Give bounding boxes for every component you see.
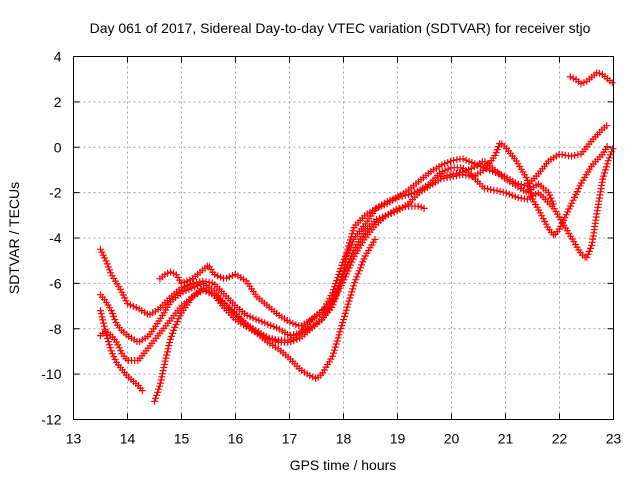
grid-layer xyxy=(73,56,614,420)
series-satellite-7 xyxy=(437,158,557,208)
chart-title: Day 061 of 2017, Sidereal Day-to-day VTE… xyxy=(90,20,591,36)
x-tick-label: 21 xyxy=(498,431,514,447)
marks-layer xyxy=(97,69,617,405)
y-tick-label: 2 xyxy=(54,94,62,110)
data-point-marks xyxy=(437,158,557,208)
x-tick-label: 15 xyxy=(174,431,190,447)
series-satellite-4 xyxy=(97,307,146,395)
x-tick-label: 19 xyxy=(390,431,406,447)
x-tick-label: 20 xyxy=(444,431,460,447)
y-tick-label: -10 xyxy=(41,366,61,382)
ticks-layer: 13 14 15 16 17 18 19 20 21 22 23 -12 -10 -8 -6 -4 -2 0 2 4 xyxy=(41,49,621,447)
data-point-marks xyxy=(97,122,611,339)
y-tick-label: -6 xyxy=(49,275,62,291)
series-satellite-5 xyxy=(151,236,379,405)
y-tick-label: -8 xyxy=(49,321,62,337)
y-tick-label: 4 xyxy=(54,49,62,65)
x-tick-label: 17 xyxy=(282,431,298,447)
y-tick-label: -4 xyxy=(49,230,62,246)
x-tick-label: 13 xyxy=(66,431,82,447)
y-tick-label: -12 xyxy=(41,412,61,428)
data-point-marks xyxy=(97,145,617,364)
series-satellite-6 xyxy=(156,202,428,330)
data-point-marks xyxy=(156,202,428,330)
series-satellite-1 xyxy=(97,122,611,339)
x-axis-label: GPS time / hours xyxy=(290,457,397,473)
data-point-marks xyxy=(151,236,379,405)
series-satellite-3 xyxy=(97,145,617,364)
x-tick-label: 16 xyxy=(228,431,244,447)
series-satellite-8 xyxy=(566,69,616,88)
y-tick-label: -2 xyxy=(49,185,62,201)
data-point-marks xyxy=(97,307,146,395)
y-axis-label: SDTVAR / TECUs xyxy=(6,182,22,294)
y-tick-label: 0 xyxy=(54,139,62,155)
x-tick-label: 22 xyxy=(552,431,568,447)
x-tick-label: 23 xyxy=(606,431,622,447)
x-tick-label: 18 xyxy=(336,431,352,447)
plot-frame xyxy=(73,56,614,420)
data-point-marks xyxy=(566,69,616,88)
x-tick-label: 14 xyxy=(120,431,136,447)
